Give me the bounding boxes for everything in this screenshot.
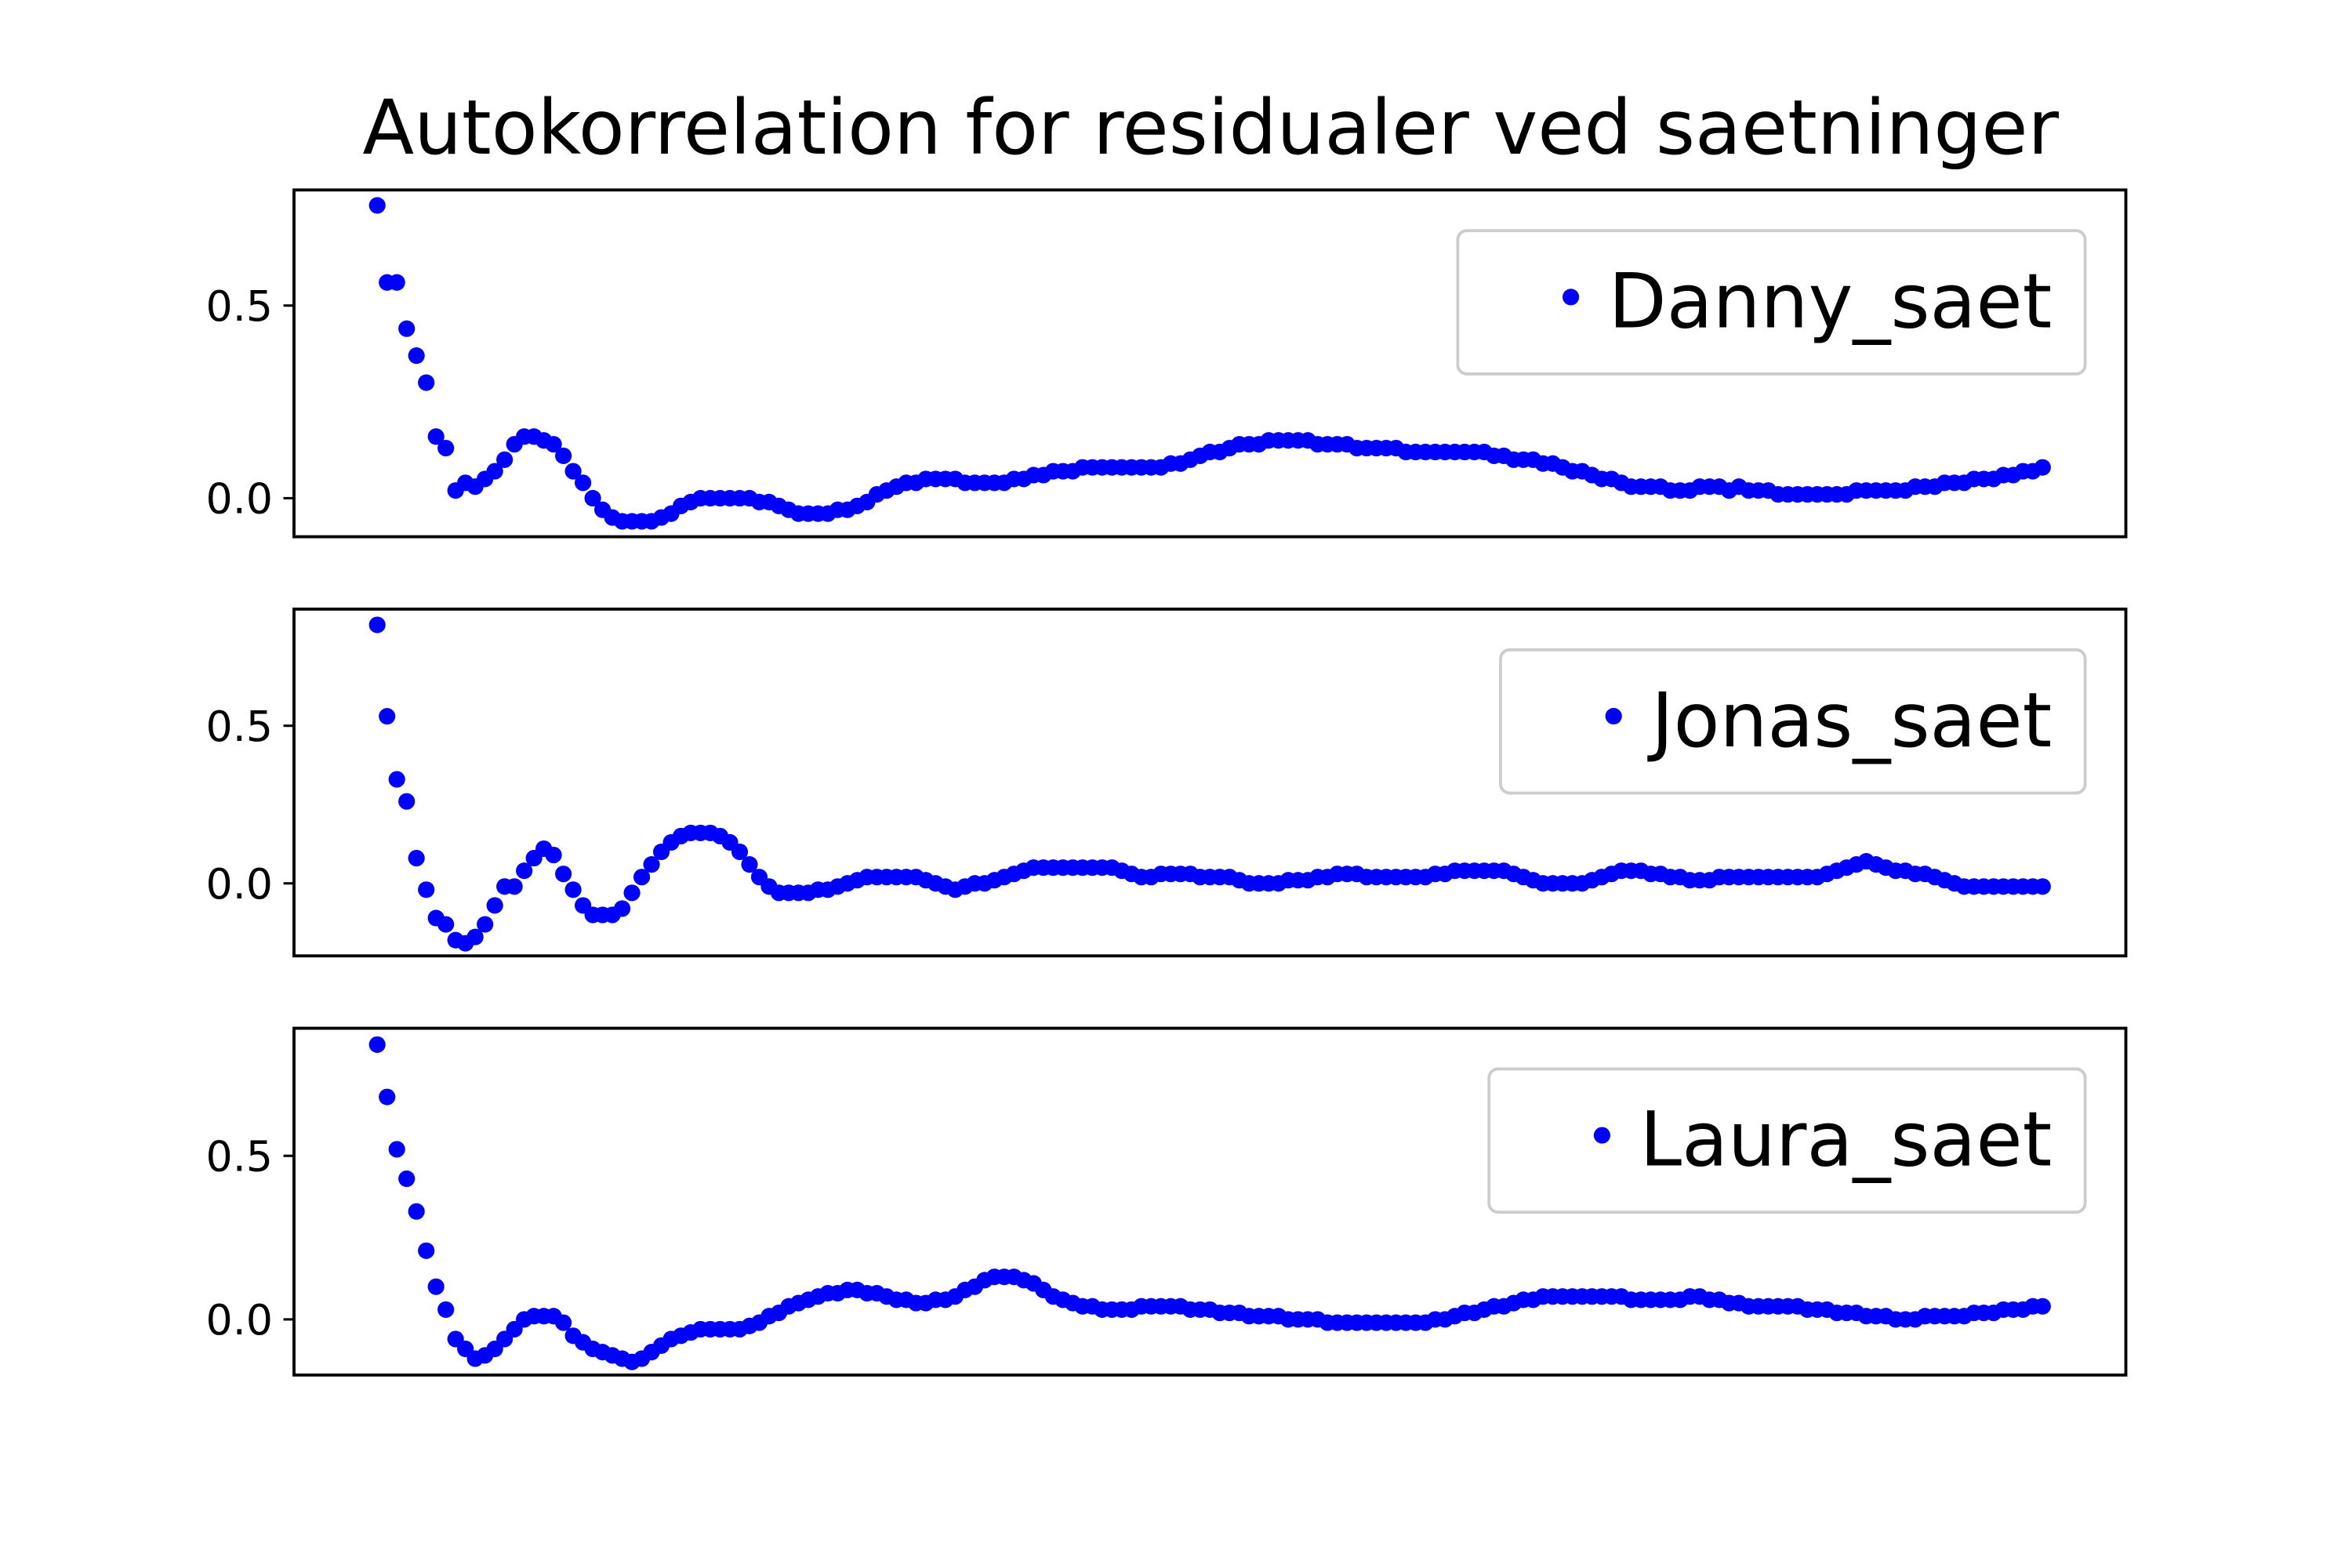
point	[408, 850, 425, 867]
point	[427, 428, 445, 445]
y-tick-label: 0.5	[205, 1132, 273, 1181]
point	[427, 1278, 445, 1295]
point	[388, 1141, 405, 1158]
y-tick-label: 0.0	[205, 474, 273, 524]
point	[418, 374, 435, 391]
point	[437, 916, 455, 933]
point	[614, 900, 631, 917]
point	[388, 274, 405, 291]
legend-label: Danny_saet	[1609, 257, 2053, 345]
point	[564, 881, 582, 898]
point	[496, 451, 514, 468]
point	[555, 447, 572, 464]
legend-label: Laura_saet	[1640, 1096, 2053, 1184]
subplot: 0.0 0.5 Danny_saet	[205, 188, 2128, 539]
legend-box	[1487, 1067, 2087, 1214]
point	[388, 771, 405, 788]
subplot: 0.0 0.5 Laura_saet	[205, 1026, 2128, 1377]
chart-title: Autokorrelation for residualer ved saetn…	[362, 84, 2059, 172]
legend-box	[1456, 229, 2087, 376]
point	[555, 1314, 572, 1331]
point	[633, 869, 651, 886]
point	[418, 1242, 435, 1259]
point	[398, 320, 416, 337]
point	[437, 1301, 455, 1318]
point	[368, 1036, 386, 1053]
point	[408, 347, 425, 365]
point	[643, 856, 660, 873]
point	[477, 916, 494, 933]
y-tick-label: 0.0	[205, 859, 273, 909]
point	[368, 197, 386, 214]
point	[368, 616, 386, 633]
point	[545, 436, 562, 453]
axes-frame	[292, 608, 2128, 958]
legend-label: Jonas_saet	[1647, 677, 2052, 764]
subplot: 0.0 0.5 Jonas_saet	[205, 608, 2128, 958]
point	[408, 1203, 425, 1220]
point	[486, 463, 503, 480]
point	[398, 793, 416, 810]
point	[2034, 878, 2051, 895]
point	[418, 881, 435, 898]
point	[379, 1088, 396, 1105]
point	[516, 862, 533, 880]
point	[486, 897, 503, 914]
y-tick-label: 0.0	[205, 1295, 273, 1345]
legend-marker	[1563, 289, 1580, 306]
point	[2034, 459, 2051, 476]
point	[555, 866, 572, 883]
point	[398, 1170, 416, 1188]
point	[623, 884, 641, 902]
axes-frame	[292, 1026, 2128, 1377]
axes-frame	[292, 188, 2128, 539]
point	[741, 856, 758, 873]
legend-marker	[1605, 707, 1622, 725]
point	[466, 928, 484, 946]
point	[437, 440, 455, 457]
point	[506, 878, 523, 895]
point	[731, 843, 749, 861]
y-tick-label: 0.5	[205, 702, 273, 751]
point	[379, 708, 396, 725]
legend-marker	[1593, 1127, 1611, 1144]
point	[564, 463, 582, 480]
legend-box	[1499, 648, 2087, 795]
point	[575, 474, 592, 492]
point	[584, 489, 601, 507]
point	[2034, 1298, 2051, 1315]
y-tick-label: 0.5	[205, 281, 273, 331]
point	[545, 846, 562, 864]
